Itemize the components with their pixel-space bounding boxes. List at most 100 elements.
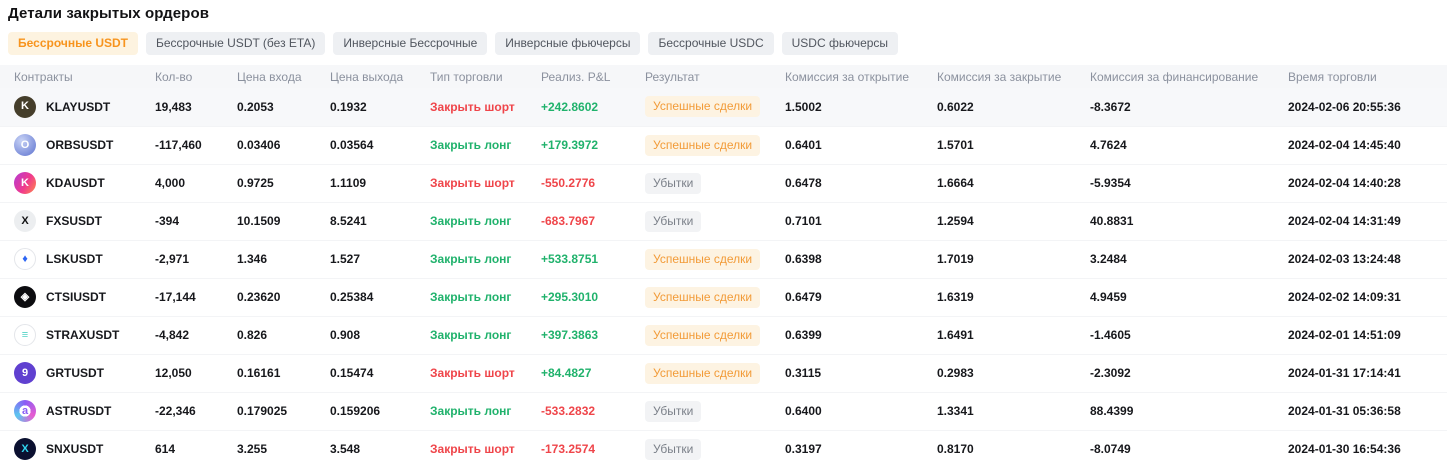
realized-pnl-cell: -683.7967 (541, 202, 645, 241)
contract-symbol: KDAUSDT (46, 176, 105, 190)
qty-cell: -4,842 (155, 316, 237, 355)
qty-cell: 12,050 (155, 354, 237, 393)
trade-time-cell: 2024-01-31 17:14:41 (1288, 354, 1447, 393)
realized-pnl-cell: +397.3863 (541, 316, 645, 355)
tab-usdc-фьючерсы[interactable]: USDC фьючерсы (781, 32, 899, 55)
table-row: X FXSUSDT -394 10.1509 8.5241 Закрыть лонг -68… (0, 202, 1447, 241)
contract-symbol: STRAXUSDT (46, 328, 120, 342)
contract-cell: ♦ LSKUSDT (0, 240, 155, 279)
result-badge: Успешные сделки (645, 286, 761, 308)
trade-time-cell: 2024-02-01 14:51:09 (1288, 316, 1447, 355)
column-header: Цена входа (237, 65, 330, 88)
result-cell: Убытки (645, 392, 785, 431)
close-fee-cell: 0.8170 (937, 442, 974, 457)
contract-symbol: SNXUSDT (46, 442, 104, 457)
contract-cell: ≡ STRAXUSDT (0, 316, 155, 355)
entry-price-cell: 1.346 (237, 240, 330, 279)
grt-coin-icon: 9 (14, 362, 36, 384)
orbs-coin-icon: O (14, 134, 36, 156)
entry-price-cell: 3.255 (237, 442, 268, 457)
entry-price-cell: 0.9725 (237, 164, 330, 203)
realized-pnl-cell: +242.8602 (541, 88, 645, 127)
ctsi-coin-icon: ◈ (14, 286, 36, 308)
funding-fee-cell: 40.8831 (1090, 202, 1288, 241)
closed-orders-table: Контракты Кол-во Цена входа Цена выхода Тип … (0, 65, 1456, 466)
contract-symbol: KLAYUSDT (46, 99, 111, 114)
funding-fee-cell: 88.4399 (1090, 392, 1288, 431)
result-badge: Убытки (645, 438, 702, 460)
entry-price-cell: 0.16161 (237, 354, 330, 393)
trade-type-cell: Закрыть лонг (430, 126, 541, 165)
result-cell: Успешные сделки (645, 354, 785, 393)
contract-symbol: LSKUSDT (46, 252, 103, 266)
table-row: X SNXUSDT 614 3.255 3.548 Закрыть шорт -173.25… (0, 430, 1447, 466)
contract-cell: K KDAUSDT (0, 164, 155, 203)
open-fee-cell: 0.6399 (785, 316, 937, 355)
result-cell: Успешные сделки (645, 316, 785, 355)
contract-cell: O ORBSUSDT (0, 126, 155, 165)
qty-cell: -117,460 (155, 126, 237, 165)
funding-fee-cell: 4.9459 (1090, 278, 1288, 317)
tab-инверсные-бессрочные[interactable]: Инверсные Бессрочные (333, 32, 488, 55)
open-fee-cell: 0.7101 (785, 202, 937, 241)
column-header: Комиссия за открытие (785, 65, 937, 88)
column-header: Кол-во (155, 65, 237, 88)
entry-price-cell: 0.826 (237, 316, 330, 355)
table-row: ◈ CTSIUSDT -17,144 0.23620 0.25384 Закрыть ло… (0, 278, 1447, 317)
open-fee-cell: 0.6479 (785, 278, 937, 317)
tab-инверсные-фьючерсы[interactable]: Инверсные фьючерсы (495, 32, 641, 55)
tab-бессрочные-usdc[interactable]: Бессрочные USDC (648, 32, 774, 55)
close-fee-cell: 1.3341 (937, 392, 1090, 431)
realized-pnl-cell: +179.3972 (541, 126, 645, 165)
open-fee-cell: 1.5002 (785, 88, 937, 127)
entry-price-cell: 0.03406 (237, 126, 330, 165)
result-badge: Успешные сделки (645, 96, 761, 118)
contract-symbol: CTSIUSDT (46, 290, 106, 304)
result-badge: Убытки (645, 400, 702, 422)
contract-cell: X FXSUSDT (0, 202, 155, 241)
exit-price-cell: 0.908 (330, 316, 430, 355)
snx-coin-icon: X (14, 438, 36, 461)
result-badge: Убытки (645, 172, 702, 194)
column-header: Комиссия за финансирование (1090, 65, 1288, 88)
close-fee-cell: 1.6319 (937, 278, 1090, 317)
column-header: Тип торговли (430, 65, 541, 88)
trade-type-cell: Закрыть лонг (430, 392, 541, 431)
column-header: Результат (645, 65, 785, 88)
result-cell: Успешные сделки (645, 240, 785, 279)
funding-fee-cell: -8.3672 (1090, 88, 1288, 127)
funding-fee-cell: 3.2484 (1090, 240, 1288, 279)
exit-price-cell: 0.1932 (330, 88, 430, 127)
trade-time-cell: 2024-02-04 14:31:49 (1288, 202, 1447, 241)
tab-бессрочные-usdt-без-eta[interactable]: Бессрочные USDT (без ETA) (146, 32, 326, 55)
qty-cell: -394 (155, 202, 237, 241)
trade-time-cell: 2024-02-04 14:45:40 (1288, 126, 1447, 165)
result-cell: Успешные сделки (645, 126, 785, 165)
entry-price-cell: 0.2053 (237, 88, 330, 127)
tab-бессрочные-usdt[interactable]: Бессрочные USDT (8, 32, 138, 55)
contract-cell: ◈ CTSIUSDT (0, 278, 155, 317)
column-header: Реализ. P&L (541, 65, 645, 88)
exit-price-cell: 0.25384 (330, 278, 430, 317)
fxs-coin-icon: X (14, 210, 36, 232)
table-row: K KLAYUSDT 19,483 0.2053 0.1932 Закрыть шорт +… (0, 88, 1447, 127)
contract-cell: a ASTRUSDT (0, 392, 155, 431)
close-fee-cell: 0.6022 (937, 88, 1090, 127)
trade-type-cell: Закрыть шорт (430, 88, 541, 127)
exit-price-cell: 0.159206 (330, 392, 430, 431)
open-fee-cell: 0.6398 (785, 240, 937, 279)
entry-price-cell: 0.23620 (237, 278, 330, 317)
trade-type-cell: Закрыть лонг (430, 316, 541, 355)
table-row: a ASTRUSDT -22,346 0.179025 0.159206 Закрыть … (0, 392, 1447, 431)
qty-cell: -22,346 (155, 392, 237, 431)
open-fee-cell: 0.6478 (785, 164, 937, 203)
kda-coin-icon: K (14, 172, 36, 194)
realized-pnl-cell: +84.4827 (541, 354, 645, 393)
table-header: Контракты Кол-во Цена входа Цена выхода Тип … (0, 65, 1447, 88)
qty-cell: -2,971 (155, 240, 237, 279)
qty-cell: -17,144 (155, 278, 237, 317)
funding-fee-cell: -5.9354 (1090, 164, 1288, 203)
result-cell: Убытки (645, 164, 785, 203)
close-fee-cell: 1.6664 (937, 164, 1090, 203)
